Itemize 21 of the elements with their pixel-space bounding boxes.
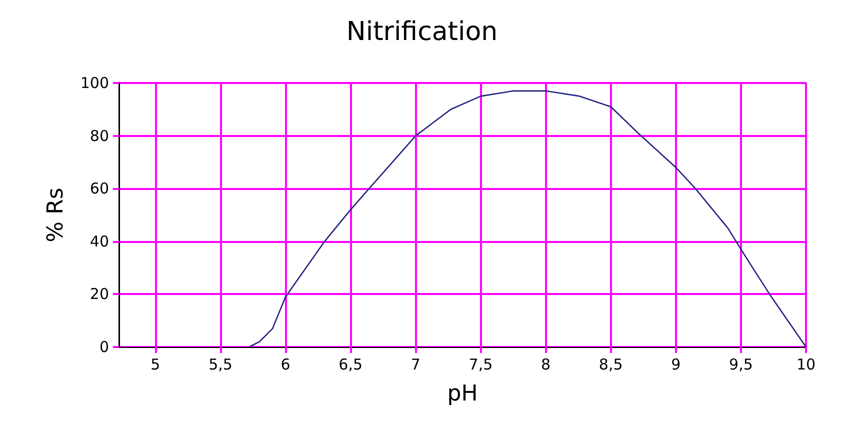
x-tick-label: 9,5 [729,356,753,374]
x-tick-label: 8 [541,356,551,374]
y-tick-label: 40 [90,232,109,250]
y-tick-label: 0 [99,338,109,356]
x-tick-label: 5,5 [208,356,232,374]
x-tick-label: 6,5 [338,356,363,374]
y-tick-label: 100 [80,74,109,92]
x-tick-label: 9 [671,356,681,374]
x-tick-label: 8,5 [598,356,623,374]
x-axis-title: pH [447,382,478,406]
y-axis-title: % Rs [44,188,68,242]
line-series [248,90,807,348]
x-tick-label: 7 [410,356,420,374]
y-tick-label: 20 [90,285,109,304]
y-tick-label: 60 [90,180,109,198]
x-tick-label: 10 [796,356,816,374]
x-tick-label: 7,5 [468,356,493,374]
x-tick-label: 5 [150,356,160,374]
x-tick-label: 6 [280,356,290,374]
y-tick-label: 80 [90,126,109,145]
chart-title: Nitrification [346,17,498,47]
